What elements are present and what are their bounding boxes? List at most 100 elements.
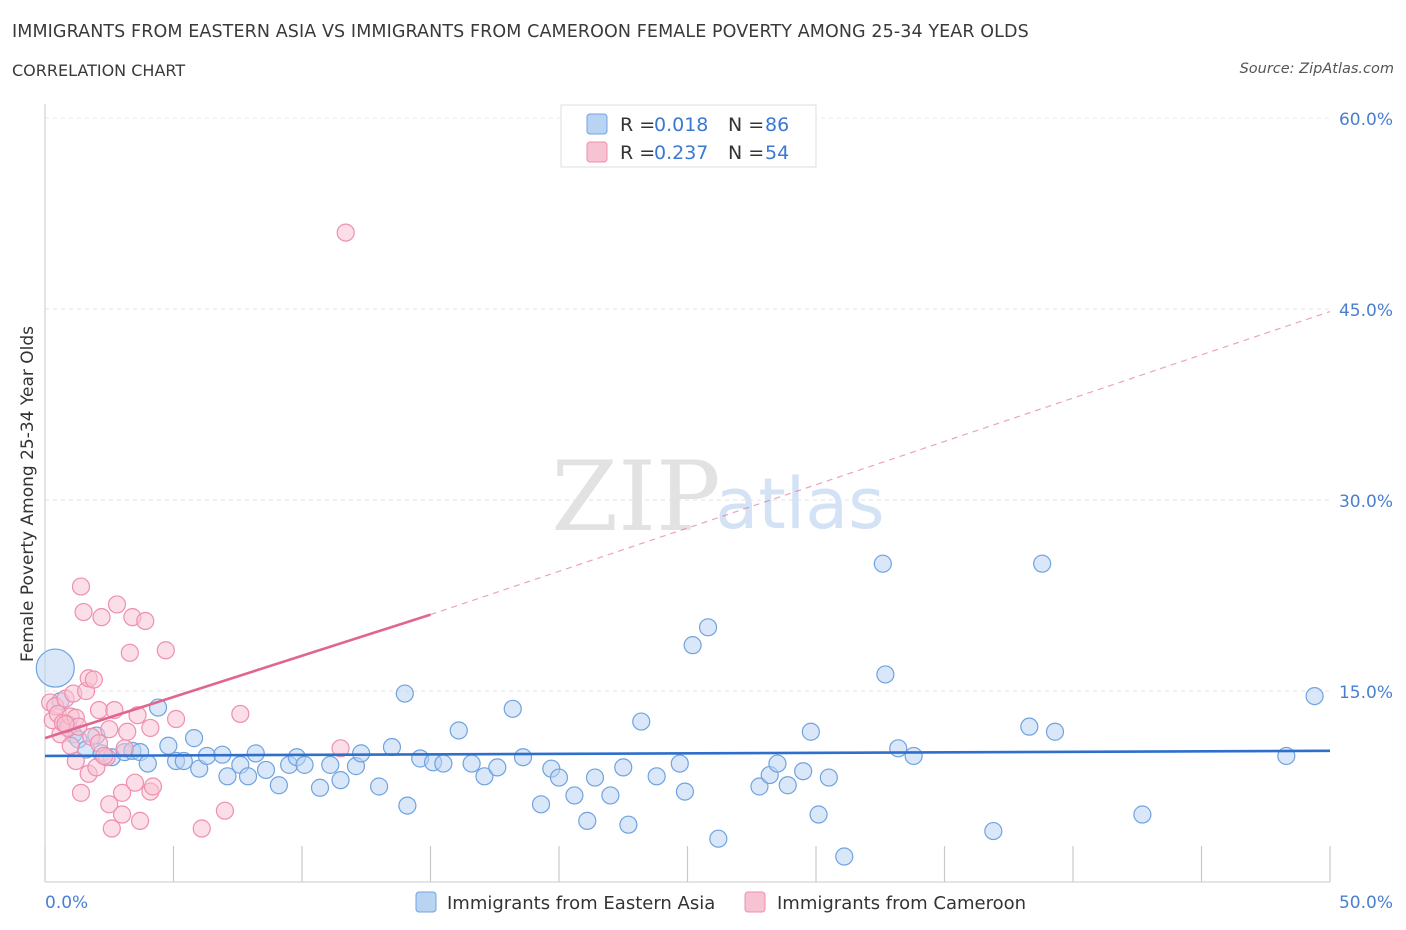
point-cameroon xyxy=(120,643,139,662)
legend-swatch xyxy=(415,891,437,913)
series-legend: Immigrants from Eastern Asia Immigrants f… xyxy=(415,891,1026,914)
point-cameroon xyxy=(136,611,155,631)
point-cameroon xyxy=(71,783,91,802)
point-cameroon xyxy=(118,722,137,741)
point-eastern-asia xyxy=(565,786,584,805)
y-axis-label: Female Poverty Among 25-34 Year Olds xyxy=(18,326,38,662)
point-eastern-asia xyxy=(256,760,276,780)
stats-r-value: 0.237 xyxy=(654,142,708,164)
point-eastern-asia xyxy=(698,618,718,637)
point-eastern-asia xyxy=(331,771,350,790)
point-eastern-asia xyxy=(462,754,481,773)
point-eastern-asia xyxy=(1133,805,1152,824)
point-eastern-asia xyxy=(1045,722,1065,741)
point-cameroon xyxy=(130,811,150,830)
point-cameroon xyxy=(143,777,163,796)
stats-r-value: 0.018 xyxy=(654,114,708,136)
point-eastern-asia xyxy=(549,768,569,787)
point-cameroon xyxy=(156,641,175,660)
point-cameroon xyxy=(89,700,109,720)
point-eastern-asia xyxy=(675,782,695,801)
point-eastern-asia xyxy=(138,754,157,773)
point-eastern-asia xyxy=(794,762,813,781)
point-cameroon xyxy=(192,819,211,838)
point-eastern-asia xyxy=(1020,717,1039,736)
point-cameroon xyxy=(125,773,145,792)
tick-labels: 15.0% 30.0% 45.0% 60.0% 0.0% 50.0% xyxy=(45,110,1393,913)
point-cameroon xyxy=(331,739,350,758)
y-tick-label: 30.0% xyxy=(1339,492,1393,512)
point-eastern-asia xyxy=(647,767,666,786)
point-eastern-asia xyxy=(614,758,633,777)
point-eastern-asia xyxy=(1033,554,1052,573)
point-cameroon xyxy=(100,720,119,739)
y-tick-label: 60.0% xyxy=(1339,110,1393,130)
y-tick-label: 15.0% xyxy=(1339,683,1393,703)
point-eastern-asia xyxy=(585,768,605,787)
trend-line-cameroon xyxy=(44,613,431,740)
point-cameroon xyxy=(92,608,111,627)
trend-lines xyxy=(44,310,1331,758)
point-eastern-asia xyxy=(683,636,702,655)
chart-source: Source: ZipAtlas.com xyxy=(1239,61,1394,77)
point-eastern-asia xyxy=(984,821,1003,841)
stats-legend-swatch xyxy=(586,141,608,163)
point-cameroon xyxy=(112,783,132,802)
point-eastern-asia xyxy=(778,776,797,795)
stats-r-label: R = xyxy=(620,142,655,164)
point-eastern-asia xyxy=(904,746,923,766)
axes xyxy=(44,104,1331,883)
point-eastern-asia xyxy=(218,767,237,786)
point-eastern-asia xyxy=(809,805,828,824)
point-cameroon xyxy=(71,577,91,596)
point-cameroon xyxy=(61,736,80,755)
y-tick-label: 45.0% xyxy=(1339,301,1393,321)
point-eastern-asia xyxy=(601,786,620,805)
point-eastern-asia xyxy=(310,778,330,797)
point-eastern-asia xyxy=(184,729,204,748)
point-eastern-asia xyxy=(873,554,892,573)
x-tick-label: 50.0% xyxy=(1339,893,1393,913)
point-eastern-asia xyxy=(398,796,417,815)
stats-n-value: 86 xyxy=(765,114,789,136)
point-eastern-asia xyxy=(382,737,402,757)
point-eastern-asia xyxy=(1305,686,1324,706)
point-eastern-asia xyxy=(531,795,551,814)
point-eastern-asia xyxy=(370,777,389,796)
data-points xyxy=(35,223,1324,866)
point-cameroon xyxy=(100,795,119,814)
point-eastern-asia xyxy=(488,758,507,777)
trend-line-eastern-asia xyxy=(44,749,1331,758)
watermark-zip: ZIP xyxy=(551,441,720,553)
point-eastern-asia xyxy=(632,712,651,731)
point-eastern-asia xyxy=(503,699,522,718)
point-eastern-asia xyxy=(876,665,895,684)
trend-extension-cameroon xyxy=(430,310,1331,616)
watermark-atlas: atlas xyxy=(715,463,884,545)
point-cameroon xyxy=(102,819,121,838)
point-eastern-asia xyxy=(295,755,314,774)
stats-n-value: 54 xyxy=(765,142,789,164)
point-eastern-asia xyxy=(619,815,638,834)
point-eastern-asia xyxy=(475,767,494,786)
point-eastern-asia xyxy=(819,768,838,787)
legend-swatch xyxy=(744,891,766,913)
stats-r-label: R = xyxy=(620,114,655,136)
point-cameroon xyxy=(231,704,250,724)
point-eastern-asia xyxy=(750,777,769,796)
point-eastern-asia xyxy=(35,648,75,688)
grid-lines xyxy=(45,117,1330,692)
point-cameroon xyxy=(141,718,160,738)
point-eastern-asia xyxy=(578,811,597,830)
point-eastern-asia xyxy=(835,847,854,866)
point-cameroon xyxy=(215,801,234,820)
point-eastern-asia xyxy=(269,776,288,795)
point-eastern-asia xyxy=(889,739,908,758)
point-cameroon xyxy=(84,670,103,689)
point-eastern-asia xyxy=(513,748,533,767)
legend-label: Immigrants from Eastern Asia xyxy=(447,893,715,914)
point-eastern-asia xyxy=(709,829,728,848)
stats-legend: R = 0.018 N = 86 R = 0.237 N = 54 xyxy=(560,104,817,168)
chart-subtitle: CORRELATION CHART xyxy=(12,61,186,80)
